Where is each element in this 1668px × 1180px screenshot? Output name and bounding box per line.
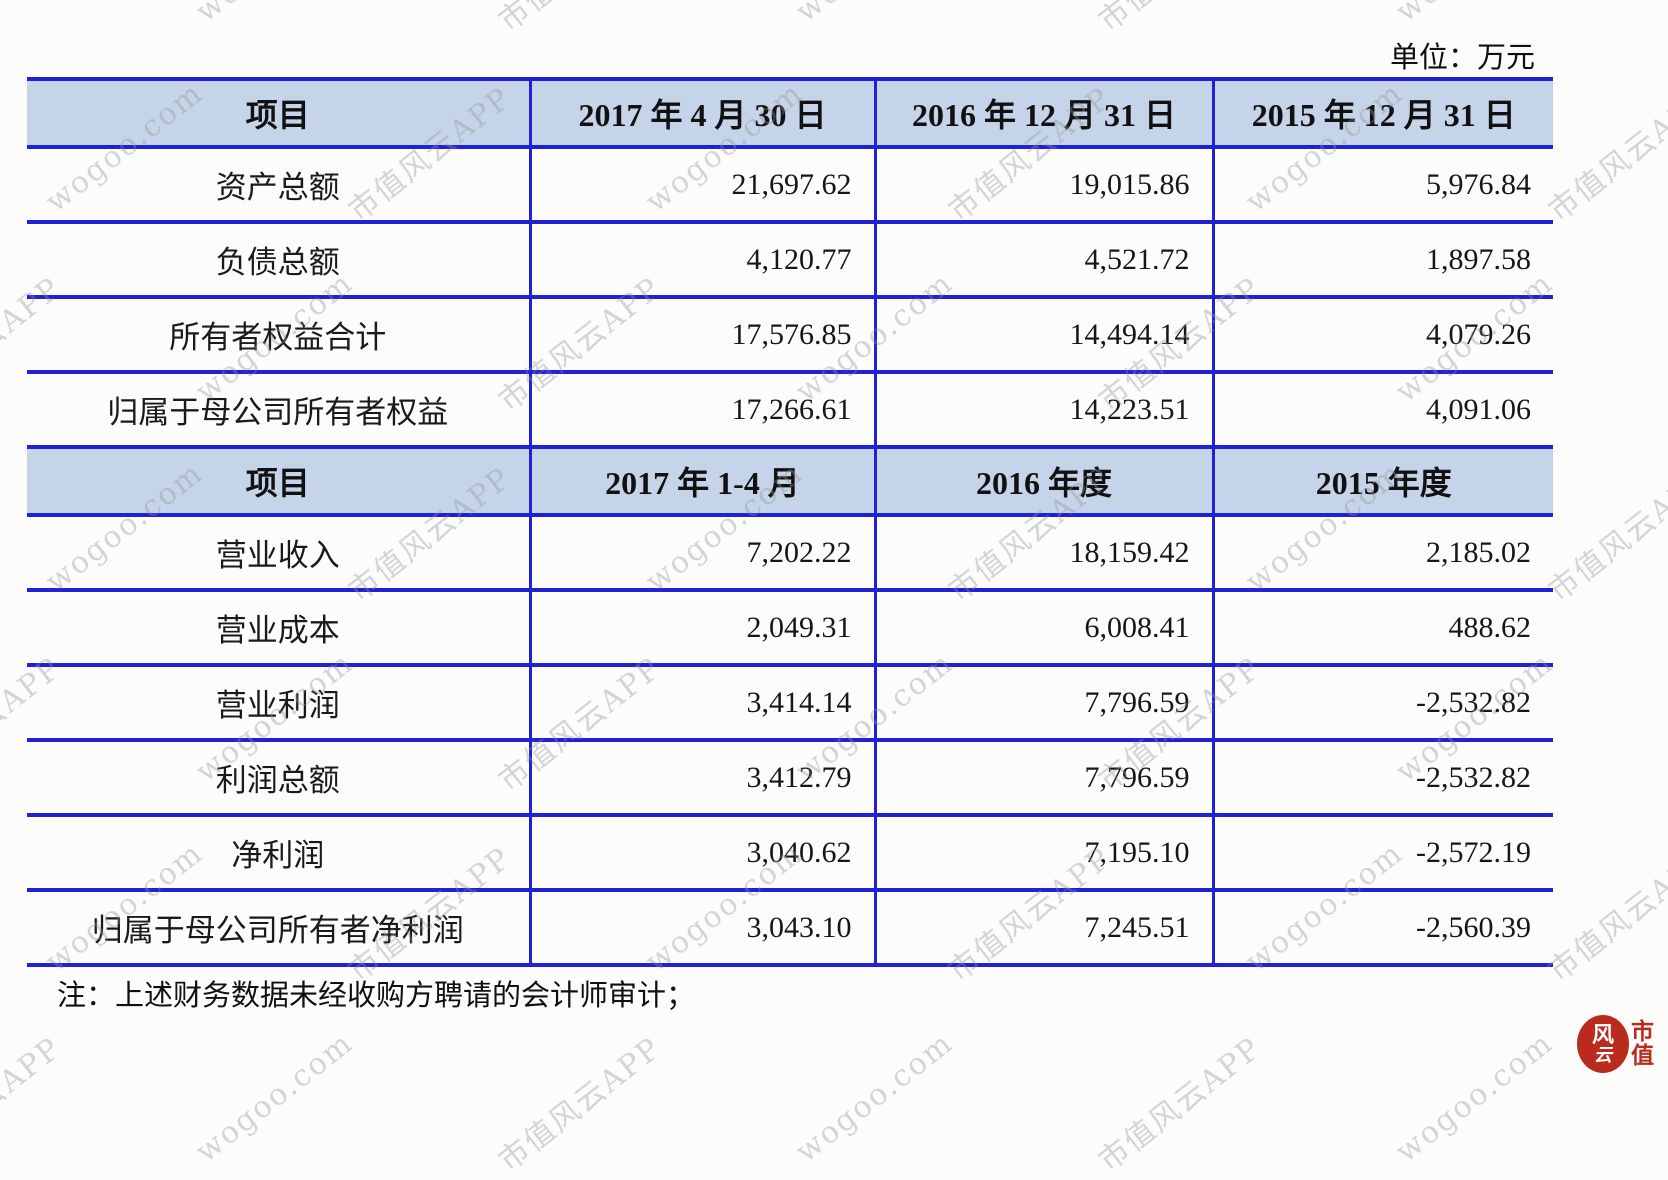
row-label: 所有者权益合计: [27, 297, 530, 374]
cell-value: 3,414.14: [528, 665, 875, 742]
seal-char: 风: [1591, 1022, 1614, 1047]
watermark-text: 市值风云APP: [1092, 1030, 1269, 1179]
cell-value: 4,091.06: [1211, 372, 1553, 449]
watermark-text: 市值风云APP: [0, 0, 69, 40]
cell-value: 2,185.02: [1211, 515, 1553, 592]
seal-char: 云: [1594, 1045, 1612, 1065]
header-period-2015: 2015 年度: [1211, 447, 1553, 517]
cell-value: -2,532.82: [1211, 665, 1553, 742]
watermark-text: wogoo.com: [789, 1025, 961, 1170]
header-item: 项目: [27, 447, 530, 517]
header-date-2016: 2016 年 12 月 31 日: [873, 77, 1213, 149]
cell-value: 18,159.42: [873, 515, 1213, 592]
cell-value: 14,494.14: [873, 297, 1213, 374]
row-label: 营业成本: [27, 590, 530, 667]
watermark-text: 市值风云APP: [0, 1030, 69, 1179]
cell-value: 19,015.86: [873, 147, 1213, 224]
fengyun-seal-icon: 风 云: [1577, 1015, 1629, 1073]
row-label: 营业利润: [27, 665, 530, 742]
table-row-parent-net-profit: 归属于母公司所有者净利润 3,043.10 7,245.51 -2,560.39: [27, 890, 1553, 967]
watermark-text: wogoo.com: [1389, 0, 1560, 30]
table-row-parent-equity: 归属于母公司所有者权益 17,266.61 14,223.51 4,091.06: [27, 372, 1553, 449]
cell-value: 17,576.85: [528, 297, 875, 374]
header-period-2017: 2017 年 1-4 月: [528, 447, 875, 517]
watermark-text: 市值风云APP: [1542, 840, 1668, 989]
watermark-text: 市值风云APP: [492, 1030, 669, 1179]
watermark-text: wogoo.com: [189, 0, 360, 30]
watermark-text: 市值风云APP: [1542, 460, 1668, 609]
cell-value: 3,412.79: [528, 740, 875, 817]
cell-value: 4,079.26: [1211, 297, 1553, 374]
header-period-2016: 2016 年度: [873, 447, 1213, 517]
cell-value: 4,120.77: [528, 222, 875, 299]
cell-value: 5,976.84: [1211, 147, 1553, 224]
cell-value: 7,796.59: [873, 740, 1213, 817]
brand-char: 市: [1631, 1018, 1654, 1044]
cell-value: 2,049.31: [528, 590, 875, 667]
cell-value: 3,040.62: [528, 815, 875, 892]
table-row-total-liabilities: 负债总额 4,120.77 4,521.72 1,897.58: [27, 222, 1553, 299]
cell-value: -2,572.19: [1211, 815, 1553, 892]
cell-value: 7,202.22: [528, 515, 875, 592]
table-row-net-profit: 净利润 3,040.62 7,195.10 -2,572.19: [27, 815, 1553, 892]
table-row-total-equity: 所有者权益合计 17,576.85 14,494.14 4,079.26: [27, 297, 1553, 374]
unit-label: 单位：万元: [1389, 42, 1535, 74]
cell-value: 4,521.72: [873, 222, 1213, 299]
cell-value: 7,245.51: [873, 890, 1213, 967]
cell-value: 7,195.10: [873, 815, 1213, 892]
table-row-operating-profit: 营业利润 3,414.14 7,796.59 -2,532.82: [27, 665, 1553, 742]
balance-header-row: 项目 2017 年 4 月 30 日 2016 年 12 月 31 日 2015…: [27, 77, 1553, 149]
watermark-text: wogoo.com: [789, 0, 960, 30]
watermark-text: 市值风云APP: [487, 0, 669, 40]
watermark-text: wogoo.com: [189, 1025, 361, 1170]
row-label: 归属于母公司所有者净利润: [27, 890, 530, 967]
row-label: 归属于母公司所有者权益: [27, 372, 530, 449]
cell-value: -2,532.82: [1211, 740, 1553, 817]
footnote: 注：上述财务数据未经收购方聘请的会计师审计；: [57, 980, 696, 1012]
cell-value: 488.62: [1211, 590, 1553, 667]
header-item: 项目: [27, 77, 530, 149]
watermark-text: 市值风云APP: [1087, 0, 1269, 40]
income-header-row: 项目 2017 年 1-4 月 2016 年度 2015 年度: [27, 447, 1553, 517]
cell-value: 3,043.10: [528, 890, 875, 967]
row-label: 净利润: [27, 815, 530, 892]
cell-value: 6,008.41: [873, 590, 1213, 667]
row-label: 营业收入: [27, 515, 530, 592]
row-label: 负债总额: [27, 222, 530, 299]
row-label: 利润总额: [27, 740, 530, 817]
table-row-revenue: 营业收入 7,202.22 18,159.42 2,185.02: [27, 515, 1553, 592]
watermark-text: 市值风云APP: [1542, 80, 1668, 229]
financial-summary-table: 项目 2017 年 4 月 30 日 2016 年 12 月 31 日 2015…: [27, 77, 1553, 967]
row-label: 资产总额: [27, 147, 530, 224]
header-date-2017: 2017 年 4 月 30 日: [528, 77, 875, 149]
cell-value: 17,266.61: [528, 372, 875, 449]
brand-char: 值: [1631, 1043, 1654, 1068]
table-row-total-assets: 资产总额 21,697.62 19,015.86 5,976.84: [27, 147, 1553, 224]
cell-value: 14,223.51: [873, 372, 1213, 449]
cell-value: -2,560.39: [1211, 890, 1553, 967]
cell-value: 7,796.59: [873, 665, 1213, 742]
watermark-text: wogoo.com: [1389, 1025, 1561, 1170]
table-row-total-profit: 利润总额 3,412.79 7,796.59 -2,532.82: [27, 740, 1553, 817]
table-row-operating-cost: 营业成本 2,049.31 6,008.41 488.62: [27, 590, 1553, 667]
brand-logo: 风 云 市 值: [1577, 1015, 1654, 1073]
cell-value: 1,897.58: [1211, 222, 1553, 299]
header-date-2015: 2015 年 12 月 31 日: [1211, 77, 1553, 149]
cell-value: 21,697.62: [528, 147, 875, 224]
brand-logo-text: 市 值: [1631, 1018, 1654, 1068]
